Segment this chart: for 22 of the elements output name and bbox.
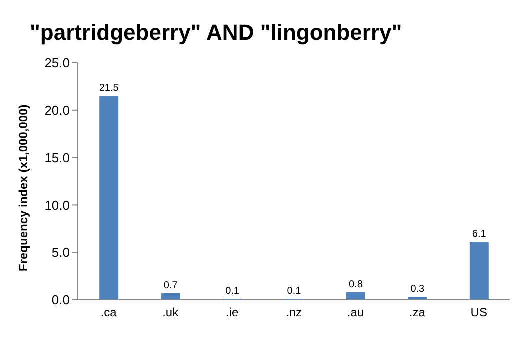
data-label: 0.7 <box>164 280 178 292</box>
y-tick-label: 15.0 <box>44 150 70 166</box>
data-label: 0.1 <box>226 286 240 298</box>
x-tick-label: .ca <box>100 306 118 320</box>
data-label: 6.1 <box>472 229 487 240</box>
y-tick-label: 25.0 <box>44 56 70 71</box>
x-tick-label: .au <box>347 306 364 320</box>
y-tick-label: 5.0 <box>52 245 70 260</box>
x-tick-label: .ie <box>226 306 239 320</box>
chart-title: "partridgeberry" AND "lingonberry" <box>30 20 402 46</box>
x-tick-label: US <box>470 306 488 320</box>
data-label: 0.1 <box>287 286 302 298</box>
y-tick-label: 10.0 <box>44 198 70 213</box>
data-label: 21.5 <box>99 83 120 94</box>
x-tick-label: .nz <box>286 306 302 320</box>
data-label: 0.3 <box>410 284 426 296</box>
data-label: 0.8 <box>349 279 364 290</box>
x-tick-label: .za <box>409 306 426 320</box>
y-tick-label: 0.0 <box>52 292 70 308</box>
y-tick-label: 20.0 <box>44 103 70 118</box>
x-tick-label: .uk <box>162 306 180 320</box>
y-axis-title: Frequency index (x1,000,000) <box>16 104 30 272</box>
